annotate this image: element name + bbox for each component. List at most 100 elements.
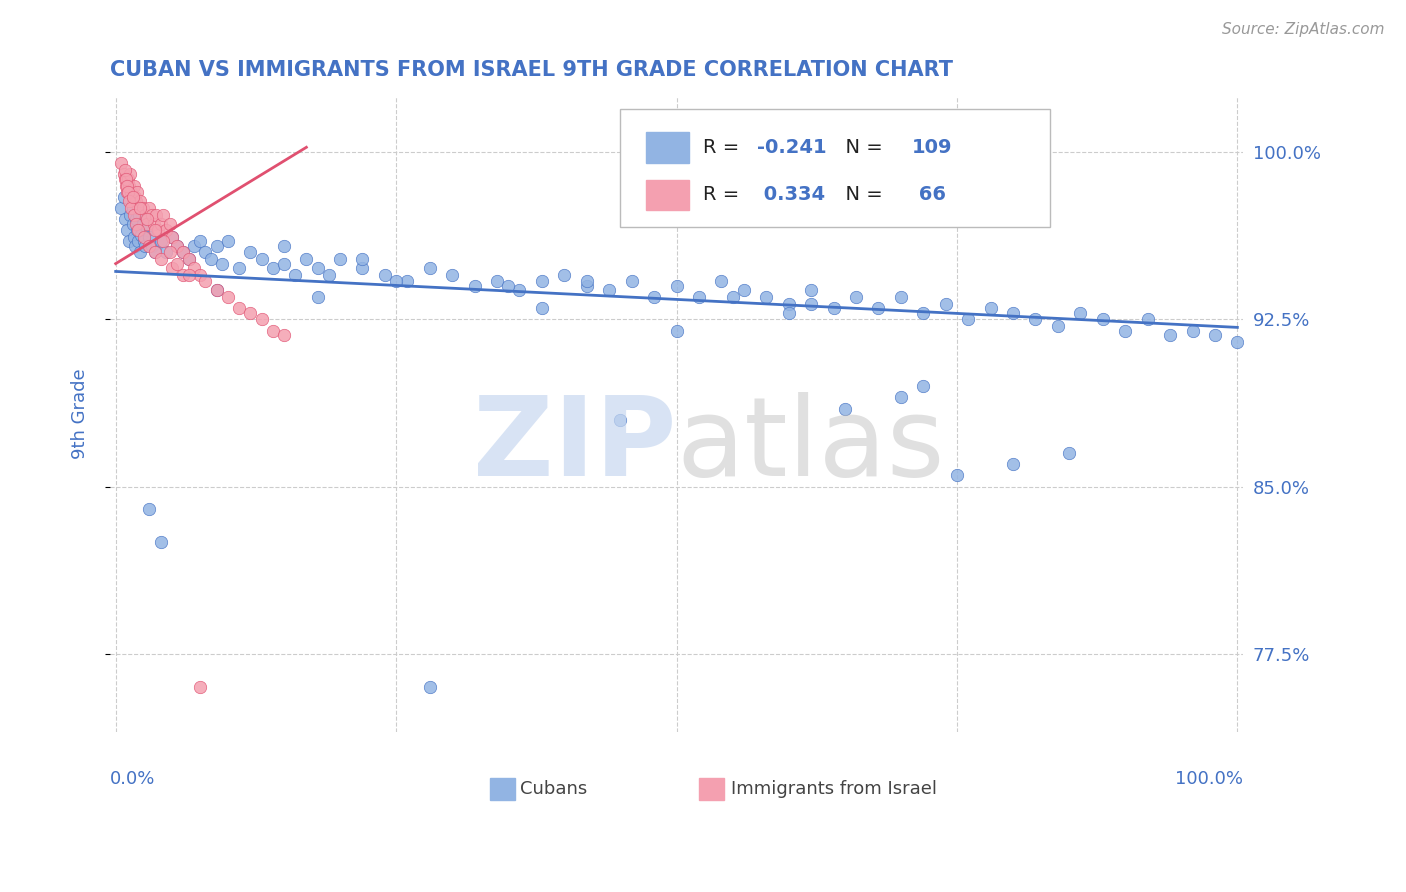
Text: N =: N = [832,186,889,204]
Point [688,290,710,304]
Point [575,279,598,293]
Point [112,190,135,204]
Y-axis label: 9th Grade: 9th Grade [72,368,89,459]
Point [845,290,868,304]
Point [834,401,856,416]
Point [946,468,969,483]
Point [110,201,132,215]
Point [145,208,167,222]
Text: 0.0%: 0.0% [110,770,156,788]
Text: atlas: atlas [676,392,945,500]
Point [166,239,188,253]
Point [665,279,688,293]
Point [142,217,165,231]
Point [228,301,250,316]
Point [166,239,188,253]
Text: 66: 66 [912,186,946,204]
Point [166,257,188,271]
Text: R =: R = [703,137,745,157]
Point [134,239,156,253]
Point [136,212,159,227]
Point [553,268,575,282]
Point [800,284,823,298]
Point [115,223,138,237]
Point [200,252,222,267]
Point [262,261,284,276]
Point [273,328,295,343]
Point [1024,312,1046,326]
Point [1002,306,1025,320]
Text: N =: N = [832,137,889,157]
Point [307,261,329,276]
Point [117,172,139,186]
Text: Source: ZipAtlas.com: Source: ZipAtlas.com [1222,22,1385,37]
Point [643,290,665,304]
Point [115,186,138,200]
Point [143,245,166,260]
Point [508,284,530,298]
Point [530,301,553,316]
Point [498,279,520,293]
Point [121,190,143,204]
Point [205,284,228,298]
Point [136,223,159,237]
Point [160,261,183,276]
Point [149,235,172,249]
Point [1114,324,1136,338]
Point [1046,319,1069,334]
Point [120,168,142,182]
Point [122,230,145,244]
Bar [645,179,689,211]
Point [122,178,145,193]
Point [127,223,149,237]
Point [138,239,160,253]
Point [352,261,374,276]
Point [122,208,145,222]
Point [307,290,329,304]
Point [598,284,620,298]
Point [127,201,149,215]
Point [172,268,194,282]
Point [160,230,183,244]
Point [172,245,194,260]
Point [155,245,177,260]
Point [121,217,143,231]
Point [620,275,643,289]
Point [935,297,957,311]
Point [141,208,163,222]
Point [183,239,205,253]
Point [441,268,464,282]
Point [114,163,136,178]
Point [318,268,340,282]
Point [419,261,441,276]
Point [131,217,153,231]
Point [194,275,217,289]
Point [1181,324,1204,338]
Point [159,245,181,260]
Point [239,245,262,260]
Point [129,245,152,260]
Point [957,312,980,326]
Point [250,312,273,326]
Point [374,268,396,282]
Point [980,301,1002,316]
Point [115,178,138,193]
Bar [489,778,515,800]
Point [149,217,172,231]
Point [239,306,262,320]
Point [205,284,228,298]
Point [755,290,778,304]
Point [125,212,148,227]
Point [125,223,148,237]
Point [800,297,823,311]
Point [188,268,211,282]
Point [125,194,148,209]
Point [183,261,205,276]
Point [120,208,142,222]
Point [118,235,141,249]
Point [148,223,170,237]
Point [1204,328,1226,343]
Point [778,297,800,311]
Point [1159,328,1181,343]
Point [273,257,295,271]
